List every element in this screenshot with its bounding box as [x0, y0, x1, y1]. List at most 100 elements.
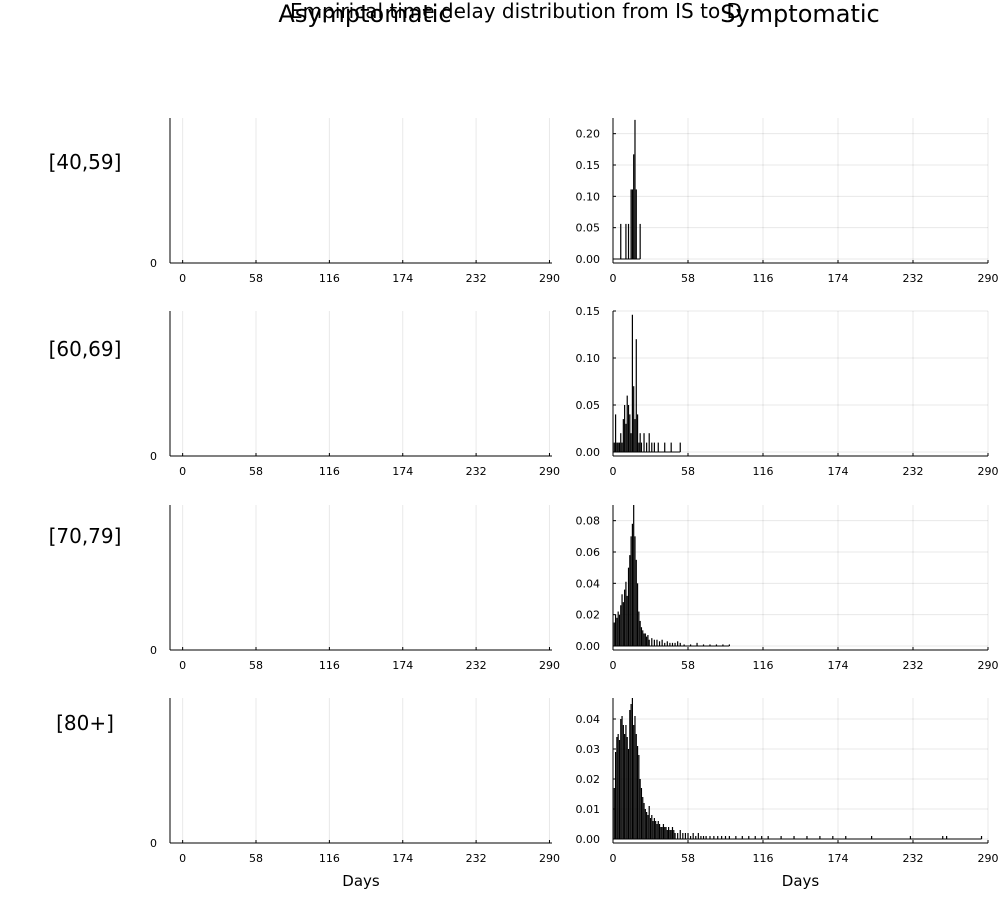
bar	[684, 833, 687, 839]
bar	[819, 836, 821, 839]
bar	[620, 605, 622, 646]
bar	[664, 442, 666, 452]
x-tick-label: 0	[179, 465, 186, 478]
bar	[617, 442, 619, 452]
bar	[634, 536, 636, 646]
x-tick-label: 116	[753, 465, 774, 478]
x-tick-label: 174	[392, 659, 413, 672]
bar	[642, 797, 644, 839]
bar	[626, 395, 628, 452]
bar	[634, 419, 636, 452]
bar	[620, 223, 622, 259]
x-tick-label: 232	[903, 659, 924, 672]
bar	[670, 830, 672, 839]
x-tick-label: 116	[319, 272, 340, 285]
x-tick-label: 58	[681, 465, 695, 478]
bar	[664, 642, 666, 646]
x-tick-label: 232	[466, 852, 487, 865]
bar	[647, 635, 649, 646]
y-tick-label: 0.15	[576, 159, 601, 172]
x-tick-label: 290	[539, 852, 560, 865]
y-tick-label: 0.10	[576, 352, 601, 365]
bar	[627, 223, 630, 259]
bar	[700, 836, 702, 839]
bar	[715, 644, 718, 646]
bar	[622, 419, 624, 452]
bar	[614, 414, 617, 452]
bar	[642, 630, 644, 646]
bar	[646, 812, 648, 839]
bar	[629, 555, 631, 646]
y-tick-label: 0.05	[576, 399, 601, 412]
bar	[614, 752, 617, 839]
x-tick-label: 116	[753, 659, 774, 672]
bar	[624, 734, 626, 839]
bar	[625, 581, 627, 646]
bar	[625, 423, 627, 452]
y-tick-label: 0.04	[576, 577, 601, 590]
bar	[631, 698, 633, 839]
x-tick-label: 0	[610, 852, 617, 865]
y-tick-label: 0.00	[576, 253, 601, 266]
x-tick-label: 58	[681, 272, 695, 285]
bar	[639, 779, 641, 839]
bar	[629, 414, 631, 452]
bar	[871, 836, 873, 839]
bar	[639, 433, 641, 452]
x-tick-label: 290	[978, 659, 999, 672]
row-label-80-plus: [80+]	[56, 711, 114, 735]
panel-40-59-asymptomatic: 0 58 116 174 232 290 0	[150, 118, 560, 285]
bar	[695, 836, 697, 839]
bar	[713, 836, 715, 839]
x-tick-label: 0	[610, 465, 617, 478]
bar	[656, 824, 658, 839]
bar	[618, 614, 621, 646]
bar	[653, 639, 655, 646]
x-tick-label: 290	[978, 852, 999, 865]
bar	[696, 642, 698, 646]
bar	[616, 442, 618, 452]
bar	[638, 442, 640, 452]
x-tick-label: 174	[828, 852, 849, 865]
bar	[721, 836, 723, 839]
bar	[639, 620, 641, 646]
bar	[618, 442, 621, 452]
y-tick-label: 0.08	[576, 515, 601, 528]
bar	[621, 442, 623, 452]
bar	[616, 617, 618, 646]
bar	[648, 806, 650, 839]
x-tick-label: 58	[681, 852, 695, 865]
bar	[631, 189, 633, 259]
bar	[689, 836, 692, 839]
panel-80-symptomatic: 0 58 116 174 232 290 0.00 0.01 0.02 0.03 0.04 Days	[576, 698, 999, 890]
row-label-60-69: [60,69]	[49, 337, 122, 361]
bar	[629, 710, 631, 839]
bar	[652, 821, 654, 839]
bar	[625, 725, 627, 839]
bar	[646, 636, 648, 646]
bar	[741, 836, 743, 839]
x-tick-label: 232	[903, 272, 924, 285]
bar	[845, 836, 847, 839]
bar	[692, 833, 694, 839]
bar	[633, 725, 635, 839]
bar	[661, 827, 663, 839]
bar	[728, 644, 730, 646]
bar	[620, 433, 622, 452]
bar	[634, 716, 636, 839]
bar	[649, 818, 652, 839]
panel-70-79-asymptomatic: 0 58 116 174 232 290 0	[150, 505, 560, 672]
bar	[643, 803, 645, 839]
y-tick-label: 0.01	[576, 803, 601, 816]
y-tick-label: 0.02	[576, 773, 601, 786]
bar	[658, 824, 661, 839]
bar	[673, 830, 675, 839]
x-tick-label: 174	[392, 852, 413, 865]
bar	[614, 614, 617, 646]
column-title-asymptomatic: Asymptomatic	[278, 0, 451, 28]
bar	[613, 442, 615, 452]
bar	[679, 830, 681, 839]
bar	[643, 433, 645, 452]
x-axis-label: Days	[782, 872, 820, 890]
